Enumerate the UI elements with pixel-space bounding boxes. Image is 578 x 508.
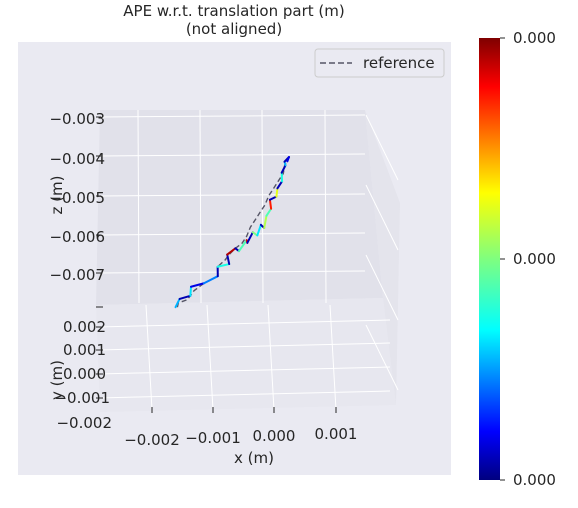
grid-line (365, 114, 399, 181)
colorbar (479, 38, 500, 480)
grid-line (365, 184, 399, 251)
trajectory-segment (226, 253, 231, 266)
reference-series (176, 157, 290, 308)
x-tick-label: −0.001 (185, 429, 241, 447)
colorbar-tick-label: 0.000 (513, 250, 556, 268)
grid-line (99, 193, 366, 197)
y-tick-labels: 0.002 0.001 0.000 −0.001 −0.002 (54, 318, 112, 432)
legend: reference (314, 48, 445, 78)
z-tick-labels: −0.003 −0.004 −0.005 −0.006 −0.007 (49, 110, 105, 284)
x-tick-label: −0.002 (124, 431, 180, 449)
trajectory-segment (203, 275, 219, 285)
y-tick-label: 0.001 (63, 341, 106, 359)
trajectory-series (174, 156, 291, 309)
trajectory-segment (265, 207, 273, 217)
z-tick-label: −0.004 (49, 150, 105, 168)
trajectory-segment (226, 247, 237, 256)
trajectory-segment (246, 231, 254, 244)
reference-line (176, 157, 290, 308)
trajectory-segment (256, 223, 262, 237)
grid-line (365, 324, 399, 391)
grid-lines (96, 109, 399, 413)
y-tick-label: −0.001 (54, 389, 110, 407)
grid-line (97, 366, 391, 375)
trajectory-segment (216, 263, 231, 268)
grid-line (261, 109, 264, 304)
trajectory-segment (174, 297, 181, 309)
colorbar-tick-label: 0.000 (513, 29, 556, 47)
z-tick-label: −0.005 (49, 189, 105, 207)
grid-line (324, 109, 327, 304)
floor-pane (96, 298, 396, 412)
z-tick-label: −0.003 (49, 110, 105, 128)
side-pane (365, 110, 400, 405)
trajectory-segment (286, 156, 291, 163)
grid-line (97, 342, 391, 351)
legend-box (314, 48, 445, 78)
z-tick-label: −0.007 (49, 266, 105, 284)
trajectory-segment (280, 164, 287, 174)
z-axis-label: z (m) (48, 176, 66, 215)
trajectory-segment (178, 294, 192, 300)
y-tick-label: −0.002 (56, 414, 112, 432)
colorbar-tick-label: 0.000 (513, 471, 556, 489)
grid-line (99, 270, 366, 274)
grid-line (199, 109, 202, 304)
chart-title: APE w.r.t. translation part (m) (123, 2, 344, 20)
grid-line (99, 153, 366, 157)
trajectory-segment (190, 282, 205, 288)
chart-subtitle: (not aligned) (186, 20, 282, 38)
grid-line (365, 254, 399, 321)
y-tick-label: 0.002 (63, 318, 106, 336)
grid-line (206, 304, 214, 411)
grid-line (97, 319, 391, 328)
trajectory-segment (268, 195, 278, 201)
back-pane (96, 110, 383, 305)
trajectory-segment (189, 285, 192, 297)
y-axis-label: y (m) (48, 360, 66, 400)
trajectory-segment (238, 239, 248, 253)
x-tick-labels: −0.002 −0.001 0.000 0.001 (124, 425, 357, 449)
grid-line (137, 109, 140, 304)
trajectory-segment (263, 214, 268, 229)
grid-line (99, 232, 366, 236)
trajectory-segment (276, 180, 284, 190)
grid-line (99, 114, 366, 118)
grid-line (97, 390, 391, 399)
grid-line (145, 304, 153, 411)
x-tick-label: 0.000 (253, 427, 296, 445)
trajectory-segment (268, 198, 273, 210)
y-tick-label: 0.000 (63, 365, 106, 383)
trajectory-segment (275, 187, 279, 198)
z-tick-label: −0.006 (49, 228, 105, 246)
legend-label-reference: reference (363, 54, 435, 72)
x-tick-label: 0.001 (315, 425, 358, 443)
x-axis-label: x (m) (234, 449, 274, 467)
